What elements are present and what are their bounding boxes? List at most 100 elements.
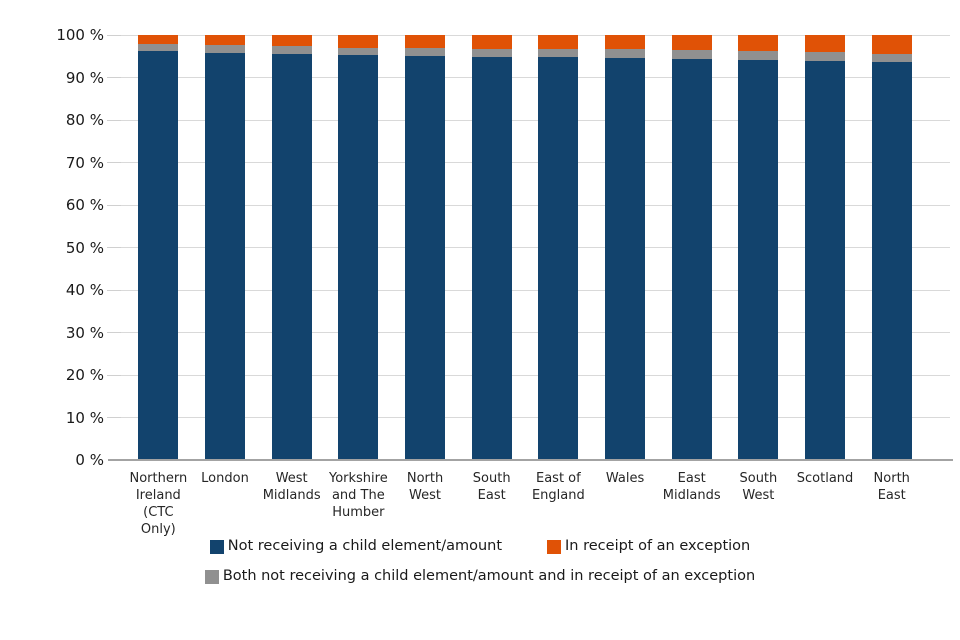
bar-segment-series-0 [605, 57, 646, 460]
gridline-50 [113, 247, 950, 248]
y-axis-tick [107, 204, 121, 206]
bar-segment-series-1 [805, 52, 846, 61]
bar-column [125, 35, 192, 460]
bar-segment-series-2 [338, 35, 379, 48]
y-axis-tick [107, 417, 121, 418]
bar-segment-series-2 [671, 35, 712, 51]
y-axis-tick [107, 34, 121, 36]
x-axis-category-label: Scotland [796, 471, 854, 486]
bar-column [325, 35, 392, 460]
gridline-40 [113, 289, 950, 291]
bar [471, 35, 512, 460]
bar-segment-series-2 [471, 35, 512, 49]
legend-row-2: Both not receiving a child element/amoun… [204, 567, 756, 586]
x-axis-category-label: Wales [605, 471, 645, 486]
legend-label-both: Both not receiving a child element/amoun… [222, 568, 756, 584]
gridline-30 [113, 332, 950, 333]
bar [405, 35, 446, 460]
x-axis-category-label: Yorkshire and The Humber [328, 471, 388, 520]
bar-segment-series-1 [871, 54, 912, 62]
legend-label-not-receiving: Not receiving a child element/amount [227, 538, 503, 554]
y-axis-tick-label: 70 % [65, 153, 104, 172]
y-axis-tick [107, 77, 121, 78]
bar-segment-series-0 [671, 58, 712, 460]
x-axis-category-label: East Midlands [662, 471, 721, 503]
bar-segment-series-2 [805, 35, 846, 52]
legend-label-exception: In receipt of an exception [565, 538, 751, 554]
legend-swatch-both-icon [204, 569, 219, 584]
legend-item-not-receiving: Not receiving a child element/amount [209, 537, 503, 556]
x-axis-category-label: South West [739, 471, 778, 503]
bar-segment-series-1 [138, 43, 179, 52]
bar-segment-series-0 [271, 53, 312, 460]
bar-segment-series-1 [338, 47, 379, 56]
y-axis-tick-label: 90 % [65, 68, 104, 87]
bar-segment-series-1 [405, 47, 446, 56]
bar-segment-series-1 [271, 46, 312, 54]
bar [538, 35, 579, 460]
legend-row-1: Not receiving a child element/amount In … [209, 537, 751, 556]
bar-segment-series-1 [738, 51, 779, 60]
bar-segment-series-0 [205, 52, 245, 460]
gridline-20 [113, 374, 950, 376]
bar-column [858, 35, 925, 460]
bar-column [392, 35, 459, 460]
bar-segment-series-2 [538, 35, 579, 50]
bar [205, 35, 245, 460]
bar-segment-series-2 [738, 35, 779, 52]
x-axis-category-label: Northern Ireland (CTC Only) [129, 471, 188, 537]
bar-column [725, 35, 792, 460]
x-axis-category-label: North West [406, 471, 444, 503]
y-axis-tick-label: 30 % [65, 323, 104, 342]
gridline-80 [113, 119, 950, 121]
bar [338, 35, 379, 460]
y-axis-tick-label: 60 % [65, 196, 104, 214]
bar-segment-series-2 [605, 35, 646, 50]
legend-swatch-exception-icon [547, 539, 562, 554]
x-axis-category-label: North East [873, 471, 910, 503]
bar-segment-series-1 [471, 48, 512, 57]
y-axis-tick [107, 162, 121, 163]
gridline-70 [113, 162, 950, 163]
bar-segment-series-0 [738, 59, 779, 460]
legend-swatch-not-receiving-icon [209, 539, 224, 554]
bar [271, 35, 312, 460]
bar-segment-series-1 [671, 50, 712, 59]
y-axis-tick-label: 50 % [65, 238, 104, 257]
bar-segment-series-0 [805, 60, 846, 460]
bar-column [592, 35, 659, 460]
y-axis-tick [107, 119, 121, 121]
bar-segment-series-2 [871, 35, 912, 55]
legend: Not receiving a child element/amount In … [0, 537, 960, 586]
bar-segment-series-2 [405, 35, 446, 48]
y-axis-tick [107, 374, 121, 376]
gridline-100 [113, 34, 950, 36]
bar-segment-series-0 [538, 57, 579, 460]
bar [605, 35, 646, 460]
y-axis-tick-label: 10 % [65, 408, 104, 427]
bar-column [658, 35, 725, 460]
bar-column [458, 35, 525, 460]
bar-column [192, 35, 259, 460]
bar [138, 35, 179, 460]
gridline-10 [113, 417, 950, 418]
x-axis-category-label: East of England [531, 471, 585, 503]
bar-column [792, 35, 859, 460]
y-axis-tick [107, 247, 121, 248]
bar-segment-series-0 [471, 56, 512, 460]
bar [805, 35, 846, 460]
bar-segment-series-2 [271, 35, 312, 47]
y-axis-tick [107, 289, 121, 291]
y-axis-tick-label: 0 % [75, 451, 104, 469]
y-axis-tick-label: 20 % [65, 366, 104, 384]
y-axis: 0 % 10 % 20 % 30 % 40 % 50 % 60 % 70 % 80 % 90 % 1… [0, 26, 104, 469]
bars-region [125, 35, 925, 460]
y-axis-tick-label: 80 % [65, 111, 104, 129]
bar [671, 35, 712, 460]
x-axis-category-label: South East [472, 471, 511, 503]
gridline-90 [113, 77, 950, 78]
bar-segment-series-0 [405, 55, 446, 460]
y-axis-tick-label: 40 % [65, 281, 104, 299]
gridline-60 [113, 204, 950, 206]
